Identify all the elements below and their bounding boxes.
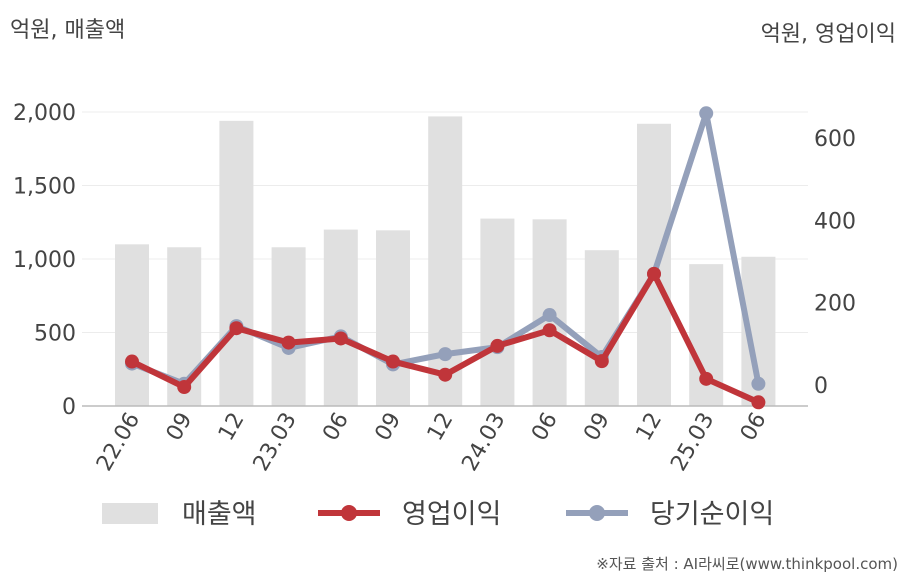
operating-profit-point <box>542 323 557 338</box>
operating-profit-point <box>125 354 139 369</box>
x-tick-label: 09 <box>579 409 615 446</box>
operating-profit-point <box>647 266 661 281</box>
x-tick-label: 23.03 <box>249 409 302 476</box>
operating-profit-point <box>490 338 505 353</box>
x-tick-label: 25.03 <box>666 409 719 476</box>
revenue-bar <box>428 116 463 406</box>
x-tick-label: 06 <box>736 409 772 446</box>
revenue-bar <box>219 120 254 406</box>
left-axis-unit: 억원, 매출액 <box>10 18 126 43</box>
operating-profit-point <box>229 321 244 336</box>
operating-profit-point <box>438 367 453 382</box>
x-tick-label: 09 <box>162 409 198 446</box>
revenue-bar <box>376 230 410 406</box>
legend-ni-marker <box>589 505 605 521</box>
revenue-bar <box>271 247 306 406</box>
x-tick-label: 09 <box>371 409 407 446</box>
x-tick-label: 12 <box>423 409 459 446</box>
x-tick-label: 24.03 <box>457 409 510 476</box>
right-axis-unit: 억원, 영업이익 <box>760 22 896 47</box>
legend-op-marker <box>341 505 357 521</box>
y-left-tick-label: 1,500 <box>13 175 76 200</box>
net-income-point <box>542 308 557 323</box>
legend-revenue-label: 매출액 <box>182 499 257 530</box>
legend-op-label: 영업이익 <box>402 499 501 530</box>
net-income-point <box>438 347 453 362</box>
y-left-tick-label: 1,000 <box>13 248 76 273</box>
revenue-bar <box>115 244 149 406</box>
y-left-tick-label: 2,000 <box>13 101 76 126</box>
y-right-tick-label: 600 <box>814 127 856 152</box>
legend-ni-label: 당기순이익 <box>650 499 774 530</box>
x-tick-label: 22.06 <box>92 409 145 476</box>
y-left-tick-label: 0 <box>62 395 76 420</box>
net-income-point <box>751 376 766 391</box>
x-tick-label: 12 <box>632 409 668 446</box>
operating-profit-point <box>281 335 296 350</box>
y-right-tick-label: 200 <box>814 292 856 317</box>
legend-revenue-swatch <box>102 503 158 524</box>
x-tick-label: 06 <box>318 409 354 446</box>
operating-profit-point <box>177 380 192 395</box>
operating-profit-point <box>699 371 714 386</box>
operating-profit-point <box>751 395 766 410</box>
revenue-bar <box>323 229 358 406</box>
source-note: ※자료 출처 : AI라씨로(www.thinkpool.com) <box>596 555 898 573</box>
revenue-bar <box>584 250 619 406</box>
operating-profit-point <box>594 354 609 369</box>
y-left-tick-label: 500 <box>34 322 76 347</box>
operating-profit-point <box>333 331 348 346</box>
net-income-point <box>699 106 714 121</box>
y-right-tick-label: 400 <box>814 209 856 234</box>
x-tick-label: 12 <box>214 409 250 446</box>
y-right-tick-label: 0 <box>814 374 828 399</box>
operating-profit-point <box>386 354 400 369</box>
x-tick-label: 06 <box>527 409 563 446</box>
revenue-bar <box>480 218 515 406</box>
